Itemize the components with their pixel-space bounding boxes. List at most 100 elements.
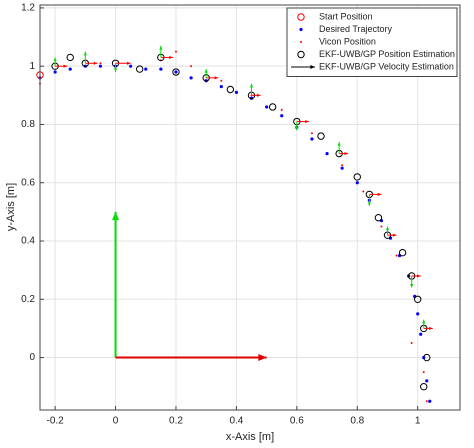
point — [174, 50, 177, 53]
velocity-arrow — [410, 275, 414, 288]
legend-label: EKF-UWB/GP Position Estimation — [319, 49, 455, 59]
velocity-arrow — [337, 141, 341, 154]
x-axis-label: x-Axis [m] — [226, 431, 274, 443]
point — [416, 312, 420, 316]
x-tick-label: 0.8 — [350, 416, 364, 427]
point — [297, 13, 305, 21]
point — [310, 137, 314, 141]
point — [299, 27, 303, 32]
point — [297, 50, 305, 59]
point — [325, 151, 329, 156]
velocity-arrow — [206, 76, 219, 80]
point — [268, 103, 277, 111]
point — [144, 67, 148, 71]
arrow-head — [410, 283, 414, 288]
point — [174, 70, 178, 74]
legend-label: Desired Trajectory — [319, 24, 393, 34]
y-tick-label: 1.2 — [21, 3, 35, 14]
arrow-head — [63, 64, 68, 68]
point — [190, 65, 193, 68]
arrow-head — [53, 57, 57, 62]
point — [136, 65, 144, 73]
velocity-arrow — [296, 119, 309, 124]
point — [422, 371, 425, 374]
arrow-head — [112, 211, 120, 221]
point — [353, 173, 361, 181]
x-tick-label: 0.4 — [229, 416, 243, 427]
y-axis-label: y-Axis [m] — [5, 183, 17, 231]
point — [172, 68, 180, 76]
y-tick-label: 0.2 — [21, 294, 35, 305]
point — [68, 67, 72, 71]
arrow-head — [422, 319, 426, 324]
point — [189, 76, 193, 80]
velocity-arrow — [159, 45, 163, 58]
arrow-head — [385, 226, 390, 231]
point — [300, 41, 302, 43]
point — [374, 213, 383, 222]
arrow-head — [310, 65, 315, 69]
arrow-head — [367, 202, 371, 207]
y-tick-label: 0.8 — [21, 119, 35, 130]
velocity-arrow — [113, 63, 118, 73]
arrow-head — [93, 61, 98, 65]
point — [410, 341, 413, 344]
legend-label: EKF-UWB/GP Velocity Estimation — [319, 61, 454, 71]
velocity-arrow — [367, 194, 371, 207]
arrow-head — [258, 354, 267, 362]
point — [280, 114, 284, 118]
y-tick-label: 1 — [29, 61, 35, 72]
arrow-head — [204, 69, 208, 73]
arrow-head — [214, 76, 219, 80]
velocity-arrow — [115, 61, 131, 65]
arrow-head — [337, 141, 341, 146]
plot-frame — [39, 4, 461, 411]
point — [398, 248, 407, 257]
velocity-arrow — [160, 55, 173, 60]
point — [234, 90, 239, 95]
velocity-arrow — [83, 51, 87, 64]
point — [362, 190, 365, 193]
point — [129, 64, 133, 68]
velocity-arrow — [423, 326, 433, 330]
velocity-arrow — [422, 319, 426, 329]
point — [420, 382, 428, 391]
x-tick-label: 0.2 — [169, 416, 183, 427]
velocity-arrow — [411, 274, 421, 278]
point — [419, 332, 423, 336]
point — [53, 70, 57, 74]
x-tick-label: -0.2 — [46, 416, 64, 427]
arrow-head — [417, 274, 421, 278]
point — [99, 62, 102, 65]
arrow-head — [392, 233, 397, 237]
point — [220, 79, 223, 82]
velocity-arrow — [204, 69, 208, 78]
velocity-arrow — [385, 226, 390, 236]
legend-arrow — [291, 65, 315, 69]
x-tick-label: 0 — [113, 416, 119, 427]
point — [226, 85, 235, 94]
arrow-head — [83, 51, 87, 56]
point — [317, 132, 325, 140]
point — [355, 181, 359, 185]
arrow-head — [113, 68, 118, 73]
point — [219, 84, 223, 89]
velocity-arrow — [295, 121, 299, 131]
y-tick-label: 0.4 — [21, 236, 35, 247]
point — [395, 254, 398, 257]
point — [265, 105, 269, 109]
point — [341, 164, 344, 167]
point — [425, 379, 429, 383]
arrow-head — [429, 326, 433, 330]
y-tick-label: 0 — [29, 352, 35, 363]
arrow-head — [377, 192, 382, 196]
y-tick-label: 0.6 — [21, 177, 35, 188]
point — [159, 67, 163, 71]
velocity-arrow — [55, 64, 68, 68]
arrow-head — [256, 93, 261, 97]
velocity-arrow — [387, 233, 397, 237]
arrow-head — [159, 45, 163, 50]
velocity-arrow — [249, 83, 254, 96]
x-tick-label: 1 — [415, 416, 421, 427]
x-tick-label: 0.6 — [290, 416, 304, 427]
